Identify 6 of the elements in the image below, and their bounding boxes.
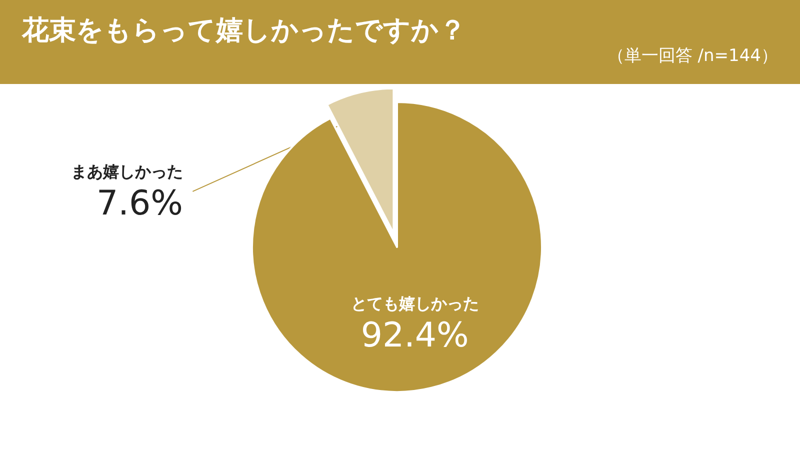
data-label: 7.6% (96, 184, 183, 224)
chart-title: 花束をもらって嬉しかったですか？ (22, 14, 466, 48)
text: （単一回答 /n=144） (607, 45, 778, 67)
data-label: 92.4% (360, 315, 469, 356)
slice-label: とても嬉しかった (350, 294, 479, 313)
slice-label: まあ嬉しかった (70, 162, 183, 182)
